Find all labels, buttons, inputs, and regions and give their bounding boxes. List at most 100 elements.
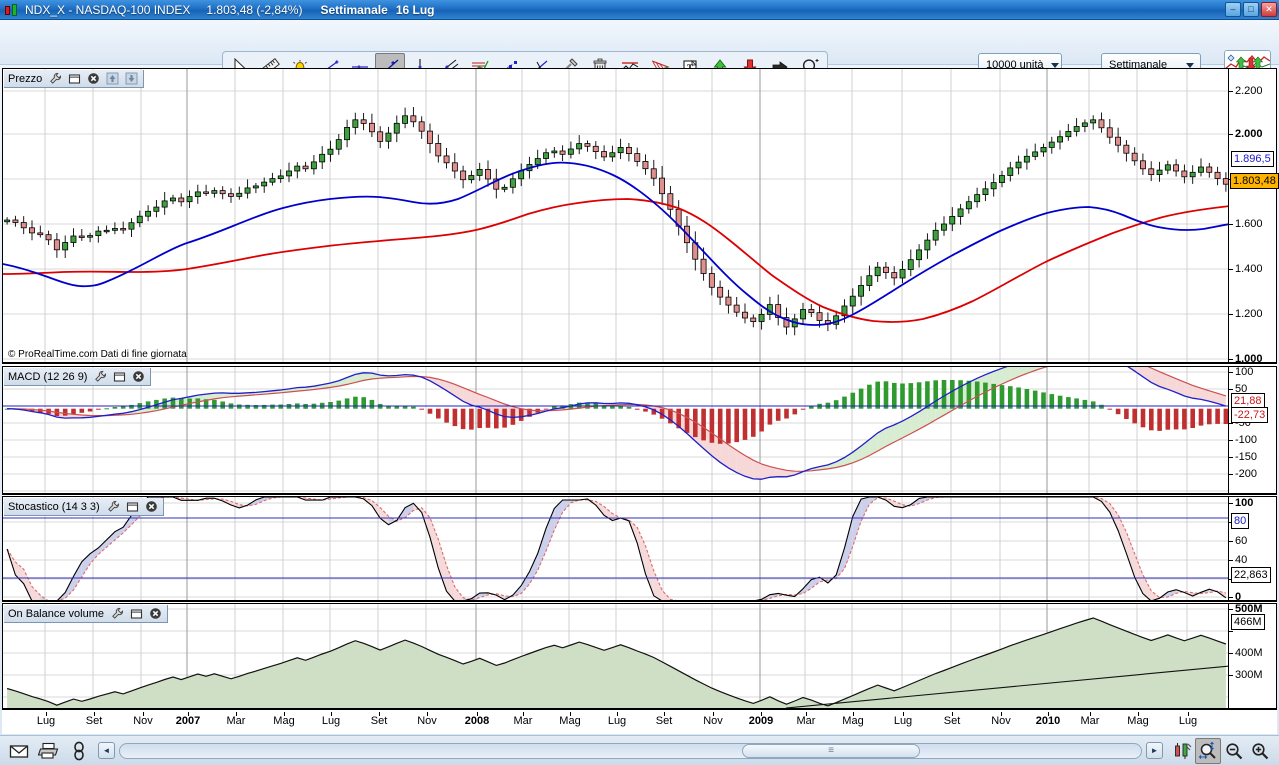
time-axis-tick: [46, 712, 47, 716]
stochastic-plot[interactable]: [3, 497, 1228, 600]
panel-settings-wrench-icon[interactable]: [110, 606, 125, 621]
macd-plot[interactable]: [3, 367, 1228, 493]
time-axis-tick: [94, 712, 95, 716]
time-axis-tick: [427, 712, 428, 716]
time-axis-tick: [1001, 712, 1002, 716]
stochastic-axis-label: 40: [1235, 554, 1248, 566]
price-panel-header[interactable]: Prezzo: [4, 70, 145, 88]
app-logo-candle-icon: [4, 3, 20, 17]
price-axis-label: 1.600: [1235, 218, 1263, 230]
panel-window-icon[interactable]: [112, 369, 127, 384]
stochastic-axis-label: 60: [1235, 535, 1248, 547]
macd-axis-label: -200: [1235, 468, 1258, 480]
close-button[interactable]: ✕: [1261, 2, 1277, 17]
scroll-right-button[interactable]: ►: [1146, 742, 1163, 759]
obv-axis-label: 400M: [1235, 647, 1263, 659]
time-axis-label: 2010: [1035, 715, 1061, 727]
time-axis-label: Nov: [133, 715, 153, 727]
macd-panel-header[interactable]: MACD (12 26 9): [4, 368, 152, 386]
time-axis-tick: [1048, 712, 1049, 716]
price-axis-label: 1.000: [1235, 353, 1263, 365]
scroll-left-button[interactable]: ◄: [98, 742, 115, 759]
panel-settings-wrench-icon[interactable]: [106, 499, 121, 514]
time-axis-label: Set: [655, 715, 673, 727]
time-axis-label: Nov: [417, 715, 437, 727]
macd-axis-label: 100: [1235, 366, 1254, 378]
scroll-left-arrow-icon: ◄: [102, 745, 111, 755]
zoom-fit-icon[interactable]: [1195, 737, 1221, 764]
zoom-out-icon[interactable]: [1221, 738, 1247, 764]
chevron-down-icon: [1050, 62, 1059, 68]
window-quote: 1.803,48 (-2,84%): [206, 2, 303, 17]
time-axis-tick: [1188, 712, 1189, 716]
horizontal-line-tool[interactable]: [345, 53, 375, 80]
time-axis-label: 2009: [748, 715, 774, 727]
panel-settings-wrench-icon[interactable]: [93, 369, 108, 384]
obv-panel: 500M 400M 300M 466M On Balance volume: [2, 603, 1277, 710]
time-axis-tick: [617, 712, 618, 716]
panel-move-up-icon[interactable]: [105, 71, 120, 86]
print-icon[interactable]: [36, 739, 62, 763]
panel-close-icon[interactable]: [131, 369, 146, 384]
last-price-marker: 1.803,48: [1230, 173, 1279, 189]
obv-axis-label: 500M: [1235, 603, 1263, 615]
minimize-button[interactable]: –: [1225, 2, 1241, 17]
time-axis-tick: [806, 712, 807, 716]
copyright-notice: © ProRealTime.com Dati di fine giornata: [8, 349, 187, 360]
time-axis-tick: [379, 712, 380, 716]
obv-trendline: [785, 665, 1228, 708]
mail-icon[interactable]: [6, 739, 32, 763]
chart-area: 2.200 2.000 1.600 1.400 1.200 1.000 1.89…: [2, 68, 1279, 712]
main-toolbar: T 10000 unità Settimanale: [0, 20, 1279, 82]
price-axis-label: 1.200: [1235, 308, 1263, 320]
stochastic-panel-header[interactable]: Stocastico (14 3 3): [4, 498, 164, 516]
stochastic-axis-label: 0: [1235, 591, 1242, 603]
panel-settings-wrench-icon[interactable]: [48, 71, 63, 86]
macd-axis-label: -150: [1235, 451, 1258, 463]
bottom-toolbar: ◄ ≡ ►: [0, 735, 1279, 765]
macd-panel-title: MACD (12 26 9): [8, 370, 88, 383]
time-axis-label: Lug: [607, 715, 627, 727]
link-chain-icon[interactable]: [66, 739, 92, 763]
obv-panel-header[interactable]: On Balance volume: [4, 605, 168, 623]
scrollbar-thumb[interactable]: ≡: [742, 743, 920, 758]
panel-close-icon[interactable]: [148, 606, 163, 621]
panel-window-icon[interactable]: [67, 71, 82, 86]
panel-window-icon[interactable]: [125, 499, 140, 514]
time-axis-tick: [853, 712, 854, 716]
horizontal-scrollbar[interactable]: ≡: [119, 742, 1142, 759]
time-axis-label: Set: [370, 715, 388, 727]
time-axis-tick: [143, 712, 144, 716]
obv-value-marker: 466M: [1231, 614, 1265, 630]
macd-axis: 100 50 -50 -100 -150 -200 21,88 -22,73: [1228, 366, 1276, 493]
time-axis-tick: [713, 712, 714, 716]
time-axis-label: Nov: [991, 715, 1011, 727]
time-axis-label: Mar: [513, 715, 533, 727]
candle-settings-icon[interactable]: [1169, 738, 1195, 764]
stochastic-axis: 100 60 40 0 80 22,863: [1228, 497, 1276, 603]
price-axis-label: 2.200: [1235, 85, 1263, 97]
zoom-in-icon[interactable]: [1247, 738, 1273, 764]
time-axis-tick: [523, 712, 524, 716]
macd-value-marker: 21,88: [1231, 393, 1265, 409]
panel-close-icon[interactable]: [86, 71, 101, 86]
ma-fast-line: [3, 161, 1228, 326]
panel-move-down-icon[interactable]: [124, 71, 139, 86]
stochastic-value-marker: 22,863: [1231, 567, 1271, 583]
panel-window-icon[interactable]: [129, 606, 144, 621]
stochastic-panel: 100 60 40 0 80 22,863 Stocastico (14 3 3…: [2, 496, 1277, 603]
price-plot[interactable]: [3, 69, 1228, 362]
obv-plot[interactable]: [3, 604, 1228, 708]
scrollbar-grip-icon: ≡: [828, 744, 834, 756]
panel-close-icon[interactable]: [144, 499, 159, 514]
maximize-button[interactable]: □: [1243, 2, 1259, 17]
time-axis-label: 2007: [175, 715, 201, 727]
time-axis: Lug Set Nov 2007 Mar Mag Lug Set Nov 2008 Mar Mag Lu…: [2, 712, 1277, 734]
ma-value-marker: 1.896,5: [1231, 151, 1274, 167]
time-axis-label: Mag: [559, 715, 581, 727]
window-timeframe: Settimanale: [320, 2, 388, 17]
time-axis-label: Mag: [273, 715, 295, 727]
time-axis-label: Mar: [1080, 715, 1100, 727]
macd-panel: 100 50 -50 -100 -150 -200 21,88 -22,73 M…: [2, 366, 1277, 495]
